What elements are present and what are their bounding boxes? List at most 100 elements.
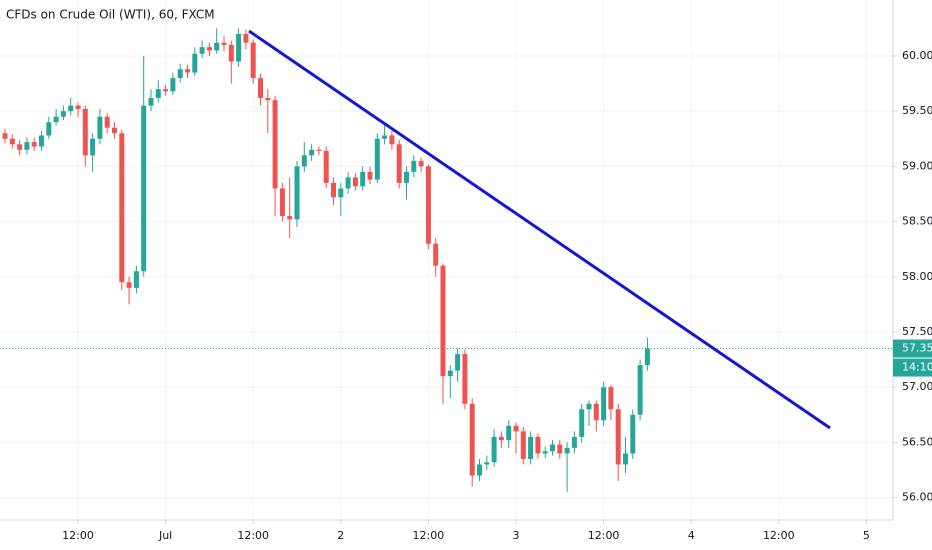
candle-body — [433, 243, 439, 266]
candle-body — [550, 444, 555, 452]
x-tick-label: 12:00 — [237, 529, 269, 542]
candle-body — [243, 33, 249, 43]
candle-body — [331, 182, 336, 198]
x-tick-label: 5 — [863, 529, 870, 542]
candle-body — [352, 177, 358, 187]
candle-body — [637, 365, 643, 415]
candle-body — [469, 403, 475, 476]
y-tick-label: 56.00 — [902, 491, 932, 504]
candle-body — [447, 370, 453, 377]
y-tick-label: 59.00 — [902, 159, 932, 172]
candle-body — [294, 166, 300, 220]
candle-body — [498, 436, 504, 441]
last-price-label: 57.35 — [902, 342, 932, 355]
x-tick-label: 12:00 — [588, 529, 620, 542]
candle-body — [68, 105, 74, 112]
candle-body — [615, 409, 621, 465]
chart-title: CFDs on Crude Oil (WTI), 60, FXCM — [6, 8, 215, 22]
y-tick-label: 58.50 — [902, 215, 932, 228]
candle-body — [265, 97, 271, 101]
x-tick-label: Jul — [158, 529, 172, 542]
candle-body — [462, 354, 468, 404]
candle-body — [323, 150, 329, 183]
candle-body — [163, 89, 169, 92]
candle-body — [112, 127, 117, 134]
candle-body — [338, 188, 344, 198]
candle-body — [133, 271, 139, 288]
candle-body — [39, 135, 44, 147]
candle-body — [557, 444, 563, 454]
candle-body — [542, 451, 548, 454]
candle-body — [579, 409, 585, 437]
x-tick-label: 12:00 — [62, 529, 94, 542]
candle-body — [104, 116, 110, 128]
candle-body — [491, 436, 497, 463]
candle-body — [477, 464, 482, 476]
candle-body — [513, 425, 519, 432]
candle-body — [185, 69, 190, 73]
candle-body — [53, 116, 59, 123]
x-tick-label: 12:00 — [413, 529, 445, 542]
candle-body — [309, 149, 315, 156]
y-tick-label: 59.50 — [902, 104, 932, 117]
candle-body — [484, 462, 490, 465]
candle-body — [301, 155, 307, 167]
candle-body — [404, 171, 409, 183]
candle-body — [287, 216, 293, 220]
candle-body — [389, 135, 395, 145]
candle-body — [119, 133, 125, 283]
candle-body — [425, 166, 431, 244]
last-price-box — [893, 339, 932, 358]
y-tick-label: 60.00 — [902, 49, 932, 62]
candle-body — [630, 414, 636, 454]
candle-body — [528, 436, 534, 459]
candle-body — [60, 111, 66, 117]
candle-body — [520, 431, 526, 459]
x-tick-label: 2 — [337, 529, 344, 542]
candle-body — [593, 403, 599, 421]
candle-body — [192, 53, 198, 73]
candle-body — [535, 436, 541, 454]
countdown-label: 14:10 — [902, 361, 932, 374]
candle-body — [155, 89, 161, 98]
candle-body — [221, 42, 227, 45]
trend-line — [248, 29, 831, 430]
candle-body — [214, 42, 220, 51]
y-tick-label: 56.50 — [902, 435, 932, 448]
candle-body — [345, 177, 351, 189]
candle-body — [75, 105, 81, 109]
candle-body — [418, 160, 424, 167]
candle-body — [279, 188, 285, 217]
candle-body — [601, 387, 607, 421]
candle-body — [440, 265, 446, 377]
candle-body — [228, 44, 234, 62]
candle-body — [571, 436, 577, 448]
candle-body — [17, 144, 23, 150]
y-tick-label: 57.50 — [902, 325, 932, 338]
candle-body — [90, 138, 96, 156]
candle-body — [46, 122, 52, 136]
candle-body — [199, 47, 205, 54]
y-tick-label: 58.00 — [902, 270, 932, 283]
candle-body — [455, 354, 461, 371]
candle-body — [623, 453, 628, 465]
candle-body — [258, 78, 263, 98]
candle-body — [24, 142, 30, 150]
x-tick-label: 4 — [688, 529, 695, 542]
candle-body — [82, 108, 88, 156]
candle-body — [206, 47, 212, 51]
candle-body — [564, 447, 570, 454]
candle-body — [141, 105, 147, 272]
x-tick-label: 12:00 — [763, 529, 795, 542]
countdown-box — [893, 358, 932, 377]
candle-body — [360, 171, 366, 187]
candle-body — [374, 138, 380, 180]
y-tick-label: 57.00 — [902, 380, 932, 393]
candle-body — [31, 142, 37, 147]
candle-body — [608, 387, 614, 410]
candle-body — [382, 135, 388, 139]
candle-body — [97, 116, 103, 139]
candle-body — [644, 348, 650, 366]
candle-body — [316, 149, 322, 151]
candle-body — [367, 171, 373, 180]
